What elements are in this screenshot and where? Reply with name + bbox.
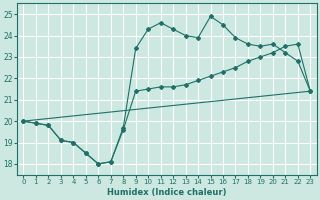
X-axis label: Humidex (Indice chaleur): Humidex (Indice chaleur) — [107, 188, 227, 197]
